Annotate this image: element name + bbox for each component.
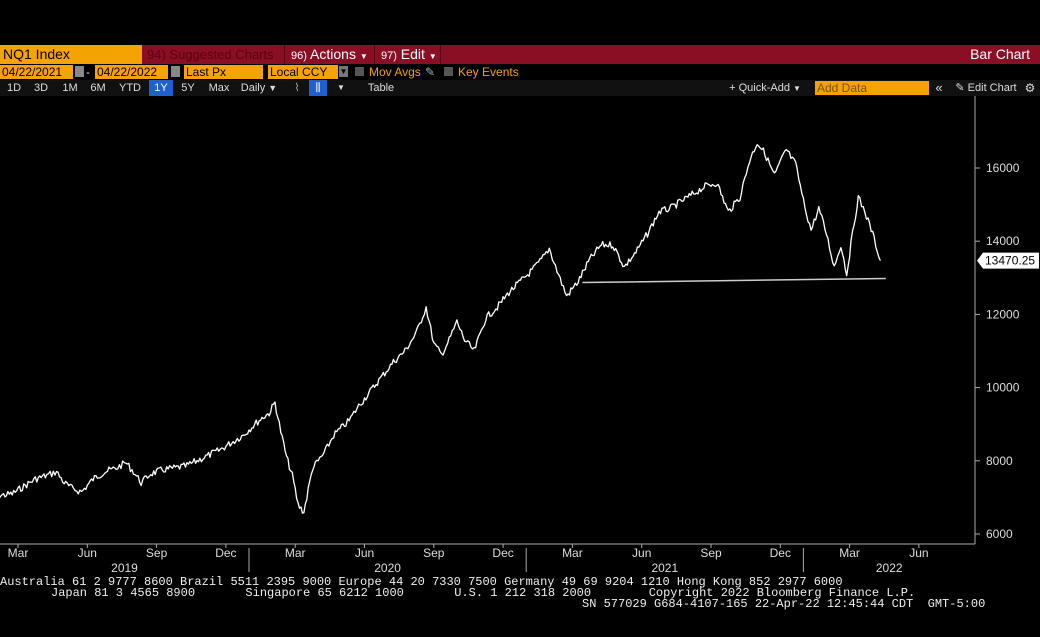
x-month-label: Mar: [562, 546, 583, 560]
currency-select[interactable]: Local CCY: [268, 65, 338, 79]
key-events-label: Key Events: [458, 65, 519, 79]
edit-dropdown-icon: ▼: [428, 52, 437, 61]
suggested-charts-number: 94): [147, 47, 166, 62]
edit-number: 97): [381, 50, 397, 62]
price-chart[interactable]: 6000 8000 10000 12000 14000 16000 13470.25 Mar…: [0, 96, 1040, 578]
x-month-label: Dec: [770, 546, 791, 560]
suggested-charts-label: Suggested Charts: [169, 47, 274, 62]
last-price-label: 13470.25: [985, 254, 1035, 268]
frequency-label: Daily: [240, 82, 266, 94]
end-date-field[interactable]: 04/22/2022: [95, 65, 168, 79]
mov-avgs-checkbox[interactable]: [355, 67, 364, 76]
y-tick-label: 10000: [986, 381, 1020, 395]
quick-add-dropdown-icon: ▼: [793, 84, 801, 93]
suggested-charts-menu[interactable]: 94) Suggested Charts: [143, 45, 285, 64]
x-month-label: Jun: [632, 546, 651, 560]
series-layer: [0, 144, 881, 514]
start-date-field[interactable]: 04/22/2021: [0, 65, 73, 79]
support-line-layer: [582, 277, 886, 284]
x-month-label: Jun: [355, 546, 374, 560]
x-month-label: Mar: [285, 546, 306, 560]
x-year-label: 2021: [651, 561, 678, 575]
settings-gear-icon[interactable]: ⚙: [1024, 81, 1036, 95]
x-month-label: Sep: [146, 546, 168, 560]
actions-dropdown-icon: ▼: [359, 52, 368, 61]
ticker-field[interactable]: NQ1 Index: [0, 45, 142, 64]
period-1y-button[interactable]: 1Y: [149, 80, 173, 96]
period-3d-button[interactable]: 3D: [33, 82, 49, 94]
actions-label: Actions: [310, 46, 356, 62]
settings-bar: 04/22/2021 - 04/22/2022 Last Px Local CC…: [0, 64, 1040, 80]
x-year-label: 2019: [111, 561, 138, 575]
last-price-tag: [977, 252, 1039, 269]
x-month-label: Mar: [839, 546, 860, 560]
x-month-label: Sep: [700, 546, 722, 560]
x-axis-ticks: Mar Jun Sep Dec Mar Jun Sep Dec Mar Jun Sep Dec Mar J…: [8, 544, 929, 575]
actions-number: 96): [291, 50, 307, 62]
footer-line-1: Australia 61 2 9777 8600 Brazil 5511 239…: [0, 575, 843, 589]
quick-add-button[interactable]: + Quick-Add ▼: [724, 80, 806, 96]
x-month-label: Dec: [215, 546, 236, 560]
collapse-icon[interactable]: «: [935, 80, 943, 95]
bar-chart-icon[interactable]: ⫼: [309, 80, 327, 96]
price-series-line: [0, 144, 881, 514]
period-5y-button[interactable]: 5Y: [181, 82, 195, 94]
date-separator: -: [86, 65, 90, 79]
price-field-select[interactable]: Last Px: [184, 65, 263, 79]
edit-chart-label: Edit Chart: [967, 82, 1017, 94]
currency-dropdown-icon[interactable]: ▼: [339, 66, 348, 77]
footer-line-2: Japan 81 3 4565 8900 Singapore 65 6212 1…: [51, 586, 916, 600]
y-tick-label: 8000: [986, 454, 1013, 468]
chart-style-dropdown-icon[interactable]: ▼: [337, 83, 345, 92]
mov-avgs-label: Mov Avgs: [369, 65, 421, 79]
y-tick-label: 12000: [986, 307, 1020, 321]
x-year-label: 2020: [374, 561, 401, 575]
support-line: [582, 277, 886, 284]
period-6m-button[interactable]: 6M: [90, 82, 106, 94]
frequency-select[interactable]: Daily ▼: [236, 80, 282, 96]
frequency-dropdown-icon: ▼: [268, 83, 278, 93]
function-bar: NQ1 Index 94) Suggested Charts 96) Actio…: [0, 45, 1040, 64]
add-data-input[interactable]: Add Data: [815, 81, 929, 95]
pencil-icon[interactable]: ✎: [425, 65, 436, 79]
period-max-button[interactable]: Max: [208, 82, 230, 94]
edit-menu[interactable]: 97) Edit ▼: [377, 45, 441, 64]
plus-icon: +: [729, 82, 736, 94]
y-tick-label: 14000: [986, 234, 1020, 248]
period-1m-button[interactable]: 1M: [62, 82, 78, 94]
start-calendar-icon[interactable]: [75, 66, 84, 77]
x-month-label: Dec: [492, 546, 513, 560]
line-chart-icon[interactable]: ⌇: [294, 82, 300, 94]
period-ytd-button[interactable]: YTD: [119, 82, 141, 94]
chart-type-title: Bar Chart: [970, 46, 1030, 62]
quick-add-label: Quick-Add: [738, 82, 790, 94]
y-tick-label: 6000: [986, 527, 1013, 541]
table-button[interactable]: Table: [367, 82, 395, 94]
edit-label: Edit: [400, 46, 425, 62]
period-1d-button[interactable]: 1D: [6, 82, 22, 94]
x-month-label: Sep: [423, 546, 445, 560]
end-calendar-icon[interactable]: [171, 66, 180, 77]
actions-menu[interactable]: 96) Actions ▼: [287, 45, 375, 64]
x-year-label: 2022: [876, 561, 903, 575]
key-events-checkbox[interactable]: [444, 67, 453, 76]
edit-chart-pencil-icon: ✎: [955, 82, 965, 94]
y-tick-label: 16000: [986, 161, 1020, 175]
x-month-label: Jun: [909, 546, 928, 560]
period-bar: 1D 3D 1M 6M YTD 1Y 5Y Max Daily ▼ ⌇ ⫼ ▼ …: [0, 80, 1040, 96]
x-month-label: Jun: [78, 546, 97, 560]
x-month-label: Mar: [8, 546, 29, 560]
footer-line-3: SN 577029 G684-4107-165 22-Apr-22 12:45:…: [582, 597, 986, 611]
edit-chart-button[interactable]: ✎ Edit Chart: [951, 80, 1021, 96]
axes-layer: [0, 96, 976, 545]
y-axis-ticks: 6000 8000 10000 12000 14000 16000 13470.25: [975, 161, 1039, 541]
